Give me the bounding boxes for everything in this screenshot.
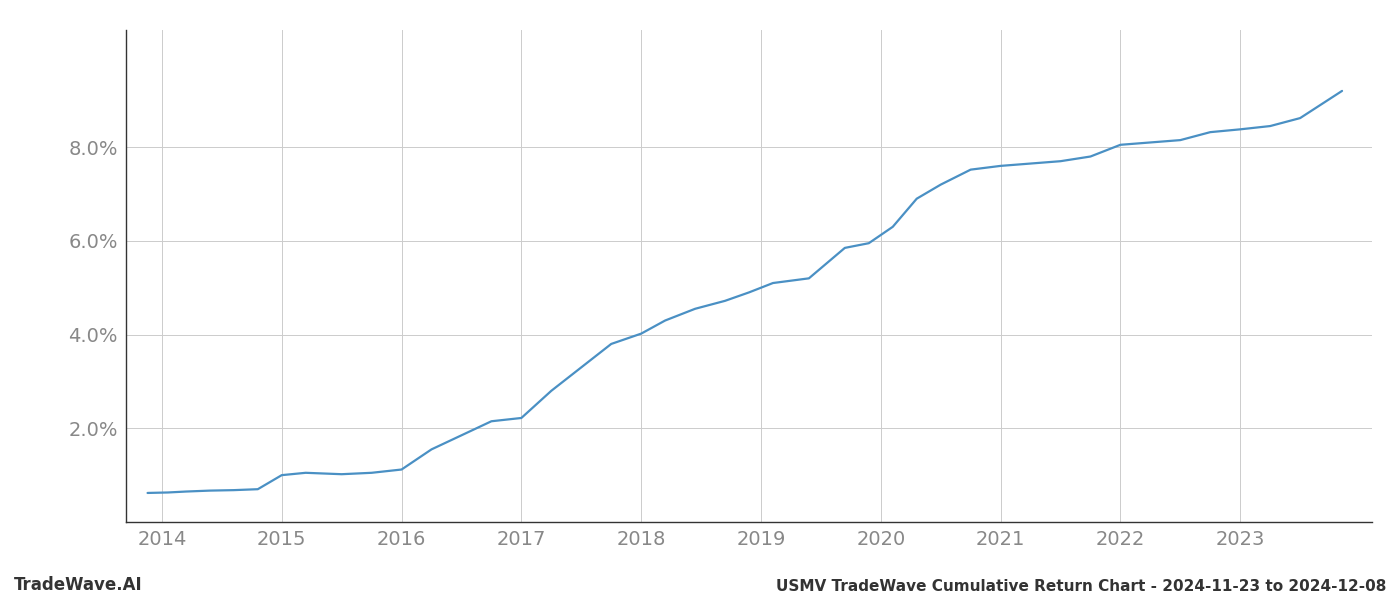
Text: USMV TradeWave Cumulative Return Chart - 2024-11-23 to 2024-12-08: USMV TradeWave Cumulative Return Chart -…: [776, 579, 1386, 594]
Text: TradeWave.AI: TradeWave.AI: [14, 576, 143, 594]
